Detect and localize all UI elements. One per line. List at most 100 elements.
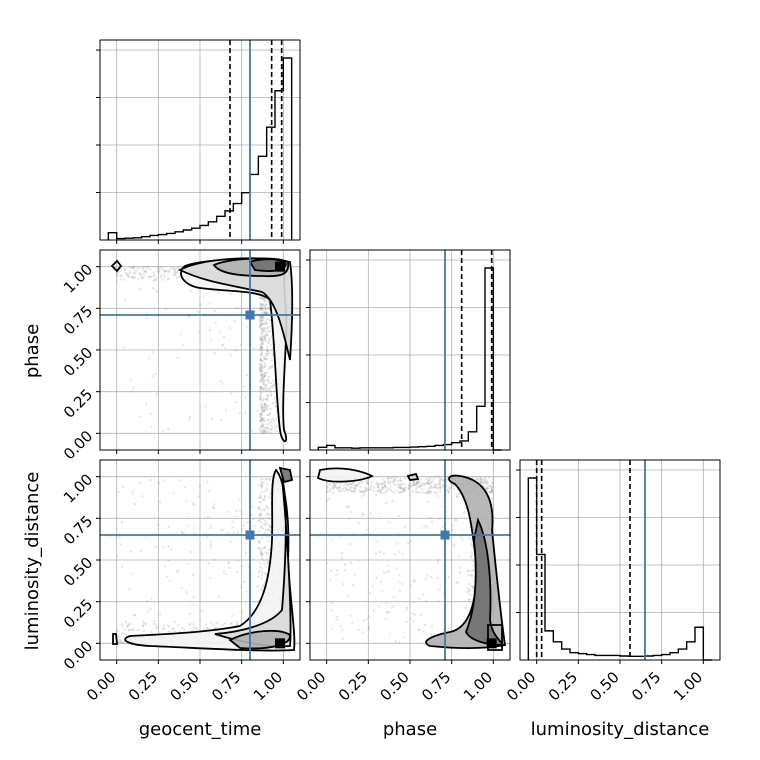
scatter-point — [389, 485, 392, 488]
scatter-point — [393, 478, 396, 481]
scatter-point — [479, 480, 483, 484]
contour-line-1 — [178, 257, 294, 361]
scatter-point — [132, 271, 135, 275]
scatter-point — [388, 482, 391, 486]
scatter-point — [131, 265, 134, 269]
ylabel-phase: phase — [22, 324, 43, 378]
scatter-point — [411, 490, 415, 493]
scatter-point — [353, 489, 356, 493]
scatter-point — [227, 510, 230, 513]
scatter-point — [264, 431, 267, 434]
scatter-point — [259, 397, 262, 401]
scatter-point — [239, 509, 242, 512]
scatter-point — [354, 484, 357, 487]
scatter-point — [375, 483, 379, 486]
scatter-point — [266, 396, 270, 399]
scatter-point — [430, 490, 433, 494]
scatter-point — [332, 482, 336, 486]
scatter-point — [433, 485, 436, 488]
scatter-point — [212, 503, 216, 506]
scatter-point — [385, 490, 388, 493]
scatter-point — [267, 308, 271, 311]
panel-border — [99, 39, 301, 241]
scatter-point — [154, 623, 157, 626]
scatter-point — [269, 366, 272, 369]
scatter-point — [261, 369, 264, 373]
scatter-point — [240, 565, 243, 568]
scatter-point — [335, 615, 338, 619]
scatter-point — [274, 425, 277, 428]
scatter-point — [342, 582, 345, 586]
scatter-point — [265, 477, 269, 481]
scatter-point — [183, 628, 186, 632]
scatter-point — [166, 624, 169, 627]
scatter-point — [226, 561, 230, 565]
scatter-point — [382, 482, 385, 486]
scatter-point — [381, 487, 385, 490]
scatter-point — [259, 315, 262, 318]
scatter-point — [260, 385, 263, 389]
scatter-point — [154, 626, 158, 630]
scatter-point — [141, 624, 145, 628]
scatter-point — [403, 525, 407, 529]
scatter-point — [259, 386, 262, 390]
scatter-point — [395, 483, 398, 486]
scatter-point — [399, 487, 402, 490]
scatter-point — [258, 539, 262, 543]
scatter-point — [364, 486, 367, 489]
scatter-point — [469, 542, 473, 546]
scatter-point — [365, 480, 368, 483]
scatter-point — [414, 483, 417, 487]
scatter-point — [264, 311, 268, 314]
scatter-point — [157, 523, 160, 526]
scatter-point — [264, 529, 267, 532]
scatter-point — [260, 328, 263, 332]
scatter-point — [430, 633, 433, 637]
scatter-point — [377, 512, 380, 515]
scatter-point — [131, 628, 135, 631]
scatter-point — [412, 579, 416, 582]
scatter-point — [364, 489, 368, 493]
scatter-point — [229, 540, 233, 543]
scatter-point — [144, 270, 148, 273]
scatter-point — [390, 606, 394, 609]
scatter-point — [130, 275, 134, 279]
scatter-point — [388, 476, 392, 480]
scatter-point — [230, 614, 234, 618]
scatter-point — [136, 628, 140, 632]
scatter-point — [451, 524, 454, 527]
scatter-point — [485, 486, 488, 490]
scatter-point — [357, 483, 360, 486]
scatter-point — [266, 394, 269, 397]
scatter-point — [260, 408, 264, 412]
scatter-point — [364, 487, 368, 490]
scatter-point — [261, 425, 265, 428]
scatter-point — [397, 483, 401, 486]
scatter-point — [441, 484, 445, 487]
scatter-point — [142, 629, 146, 633]
scatter-point — [257, 547, 261, 550]
scatter-point — [345, 483, 348, 486]
scatter-point — [264, 364, 267, 367]
scatter-point — [346, 489, 350, 492]
scatter-point — [269, 428, 273, 431]
scatter-point — [260, 319, 264, 322]
scatter-point — [187, 525, 190, 528]
scatter-point — [259, 345, 263, 348]
scatter-point — [179, 478, 182, 482]
scatter-point — [263, 522, 266, 526]
scatter-point — [121, 641, 124, 644]
scatter-point — [348, 488, 351, 492]
scatter-point — [422, 630, 425, 633]
scatter-point — [447, 576, 451, 579]
scatter-point — [343, 490, 346, 493]
scatter-point — [270, 386, 273, 389]
scatter-point — [191, 573, 195, 577]
scatter-point — [263, 357, 267, 361]
scatter-point — [201, 609, 204, 612]
scatter-point — [259, 359, 262, 362]
scatter-point — [266, 561, 270, 564]
scatter-point — [401, 553, 404, 556]
scatter-point — [229, 354, 233, 357]
scatter-point — [259, 315, 262, 318]
